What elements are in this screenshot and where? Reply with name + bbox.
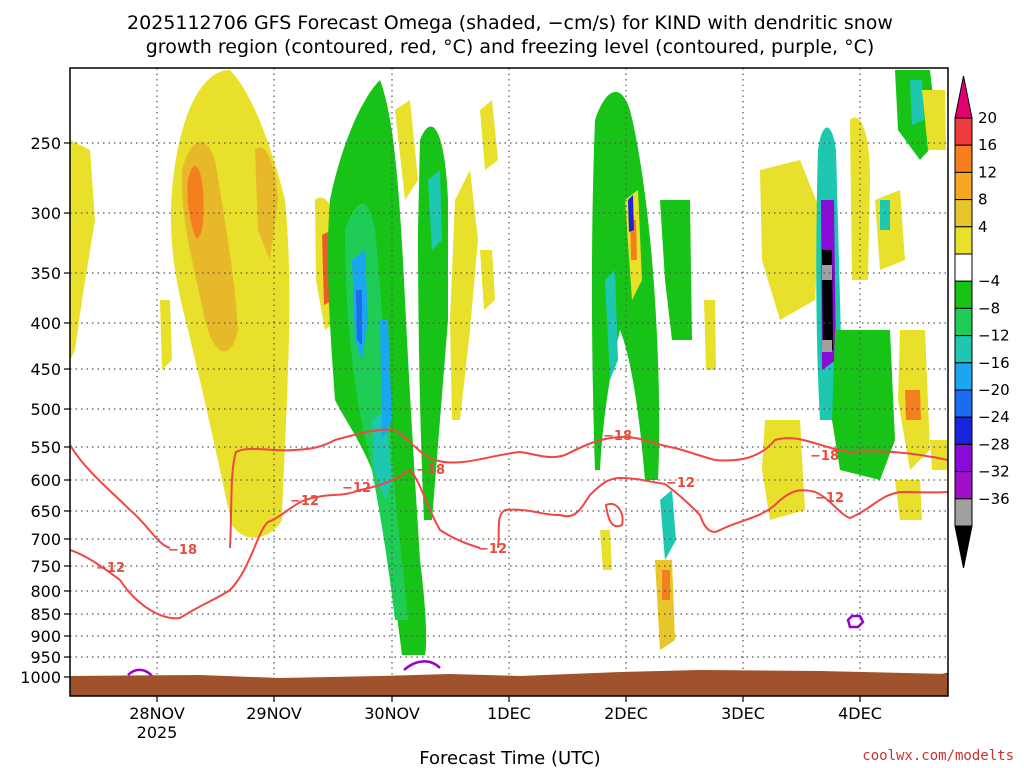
colorbar-swatch <box>954 226 973 255</box>
y-tick-label: 500 <box>30 400 61 419</box>
colorbar: 20 16 12 8 4 −4 −8 −12 −16 −20 −24 −28 −32 −36 <box>954 75 1010 569</box>
x-tick-label: 28NOV <box>129 704 185 723</box>
colorbar-swatch <box>954 389 973 418</box>
colorbar-label: −12 <box>978 327 1010 345</box>
y-tick-label: 900 <box>30 627 61 646</box>
chart-title-line-2: growth region (contoured, red, °C) and f… <box>146 36 875 58</box>
contour-label: −12 <box>478 542 507 557</box>
y-tick-label: 350 <box>30 264 61 283</box>
colorbar-label: 16 <box>978 136 997 154</box>
dgz-contours <box>70 428 948 620</box>
x-tick-label: 4DEC <box>838 704 882 723</box>
contour-label: −12 <box>342 481 371 496</box>
colorbar-label: −32 <box>978 463 1010 481</box>
y-tick-label: 850 <box>30 605 61 624</box>
contour-labels: −12 −18 −12 −12 −18 −12 −18 −12 −18 −12 <box>96 429 844 576</box>
y-tick-label: 600 <box>30 471 61 490</box>
colorbar-swatch <box>954 117 973 146</box>
contour-label: −12 <box>815 491 844 506</box>
credit-text: coolwx.com/modelts <box>862 748 1014 764</box>
x-tick-sublabel: 2025 <box>137 723 178 742</box>
contour-label: −18 <box>810 449 839 464</box>
colorbar-swatch <box>954 144 973 173</box>
x-tick-label: 29NOV <box>246 704 302 723</box>
colorbar-label: −36 <box>978 490 1010 508</box>
y-tick-label: 250 <box>30 134 61 153</box>
colorbar-label: −28 <box>978 435 1010 453</box>
y-tick-label: 950 <box>30 648 61 667</box>
grid-lines <box>70 68 948 696</box>
chart-title-line-1: 2025112706 GFS Forecast Omega (shaded, −… <box>127 12 893 34</box>
colorbar-label: 4 <box>978 218 988 236</box>
contour-label: −18 <box>603 429 632 444</box>
y-tick-label: 800 <box>30 582 61 601</box>
colorbar-label: 20 <box>978 109 997 127</box>
contour-label: −12 <box>96 561 125 576</box>
colorbar-swatch <box>954 335 973 364</box>
colorbar-swatch <box>954 307 973 337</box>
colorbar-label: 8 <box>978 191 988 209</box>
contour-label: −12 <box>666 476 695 491</box>
y-tick-label: 400 <box>30 314 61 333</box>
y-tick-label: 650 <box>30 502 61 521</box>
colorbar-label: 12 <box>978 163 997 181</box>
colorbar-swatch <box>954 498 973 527</box>
y-tick-label: 750 <box>30 557 61 576</box>
contour-label: −12 <box>290 494 319 509</box>
colorbar-label: −16 <box>978 354 1010 372</box>
y-tick-label: 550 <box>30 438 61 457</box>
colorbar-swatch <box>954 253 973 282</box>
x-tick-label: 2DEC <box>604 704 648 723</box>
x-axis-label: Forecast Time (UTC) <box>419 748 600 768</box>
colorbar-swatch <box>954 416 973 445</box>
colorbar-label: −20 <box>978 381 1010 399</box>
x-tick-label: 30NOV <box>364 704 420 723</box>
ground-terrain <box>70 670 948 696</box>
colorbar-swatch <box>954 443 973 473</box>
colorbar-label: −4 <box>978 272 1000 290</box>
colorbar-swatch <box>954 171 973 201</box>
contour-label: −18 <box>416 463 445 478</box>
colorbar-swatch <box>954 471 973 500</box>
y-tick-label: 450 <box>30 360 61 379</box>
y-tick-label: 700 <box>30 530 61 549</box>
colorbar-top-arrow <box>954 75 973 119</box>
x-tick-label: 1DEC <box>487 704 531 723</box>
y-tick-label: 1000 <box>20 668 61 687</box>
x-tick-label: 3DEC <box>721 704 765 723</box>
y-axis: 250 300 350 400 450 500 550 600 650 700 750 800 850 9… <box>20 134 70 687</box>
colorbar-swatch <box>954 199 973 228</box>
colorbar-swatch <box>954 280 973 309</box>
colorbar-label: −8 <box>978 299 1000 317</box>
colorbar-bottom-arrow <box>954 525 973 569</box>
colorbar-label: −24 <box>978 408 1010 426</box>
y-tick-label: 300 <box>30 204 61 223</box>
contour-label: −18 <box>168 543 197 558</box>
colorbar-swatch <box>954 362 973 391</box>
omega-shading <box>70 70 948 655</box>
